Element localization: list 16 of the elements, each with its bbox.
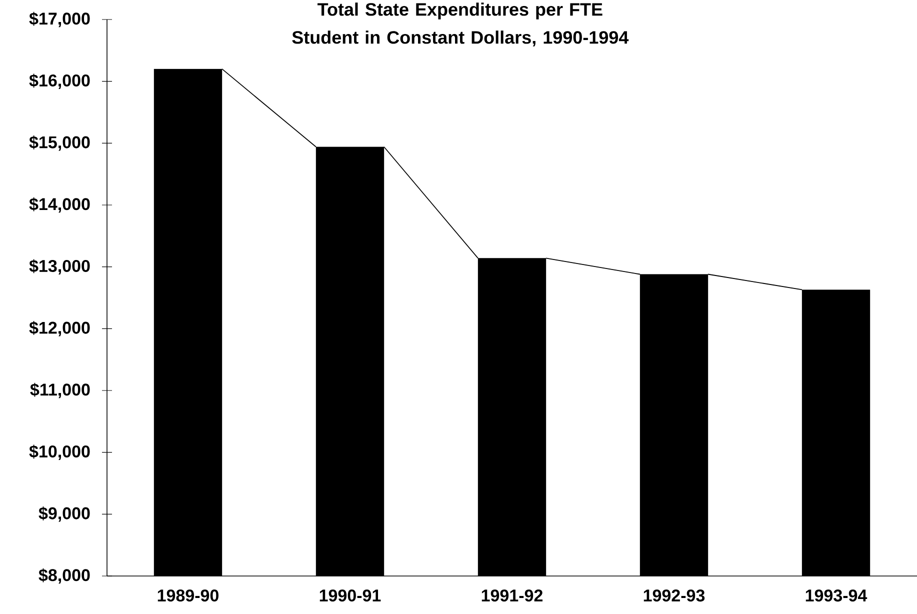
y-tick-label: $15,000 xyxy=(29,136,90,151)
x-tick-label: 1989-90 xyxy=(158,590,218,602)
y-tick-label: $12,000 xyxy=(29,321,90,336)
y-tick-label: $13,000 xyxy=(29,259,90,274)
y-tick-label: $9,000 xyxy=(38,506,90,522)
x-tick-label: 1990-91 xyxy=(320,590,381,602)
x-tick-label: 1993-94 xyxy=(806,590,868,602)
y-tick-label: $16,000 xyxy=(29,74,90,89)
x-tick-label: 1992-93 xyxy=(644,590,705,602)
chart-title: Total State Expenditures per FTE Student in Constant Dollars, 1990-1994 xyxy=(292,2,629,46)
y-tick-label: $11,000 xyxy=(30,382,90,398)
y-tick-label: $17,000 xyxy=(29,12,90,28)
y-tick-label: $14,000 xyxy=(29,197,90,213)
y-tick-label: $10,000 xyxy=(29,444,90,460)
x-tick-label: 1991-92 xyxy=(482,590,543,602)
y-tick-label: $8,000 xyxy=(38,568,90,584)
